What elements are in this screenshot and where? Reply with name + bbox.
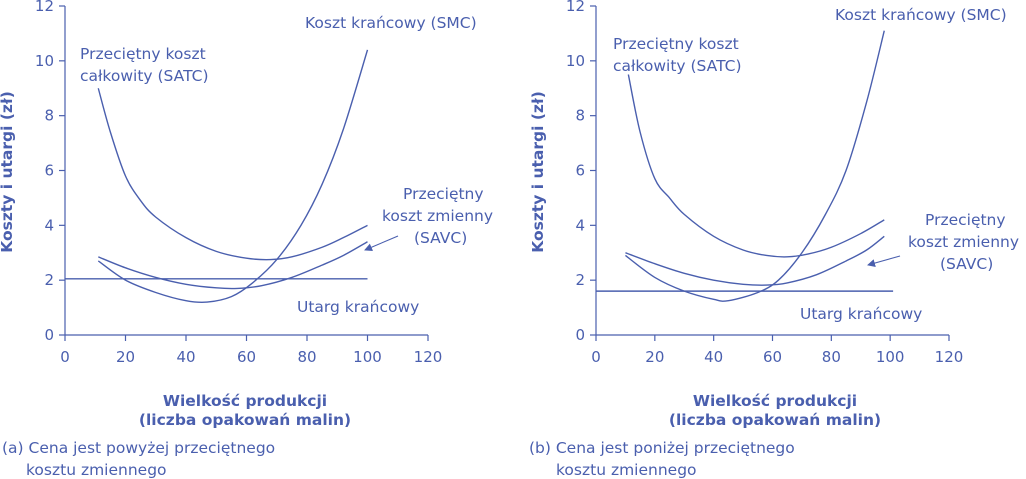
satc-label-line1: Przeciętny koszt	[613, 35, 739, 53]
x-tick-label: 100	[876, 348, 905, 366]
y-tick-label: 6	[575, 162, 585, 180]
x-tick-label: 60	[763, 348, 782, 366]
satc-label-line2: całkowity (SATC)	[80, 67, 209, 85]
satc-label-line2: całkowity (SATC)	[613, 57, 742, 75]
x-tick-label: 80	[822, 348, 841, 366]
x-tick-label: 80	[297, 348, 316, 366]
savc-curve	[98, 242, 367, 289]
x-tick-label: 40	[704, 348, 723, 366]
y-tick-label: 4	[575, 216, 585, 234]
y-tick-label: 4	[44, 216, 54, 234]
x-axis-title-line1: Wielkość produkcji	[693, 392, 857, 410]
x-tick-label: 120	[414, 348, 443, 366]
x-tick-label: 40	[176, 348, 195, 366]
x-axis-title-line2: (liczba opakowań malin)	[669, 411, 881, 429]
marginal-revenue-label: Utarg krańcowy	[800, 305, 922, 323]
savc-label-line3: (SAVC)	[940, 255, 993, 273]
savc-label-line3: (SAVC)	[414, 229, 467, 247]
smc-label: Koszt krańcowy (SMC)	[305, 14, 477, 32]
savc-curve	[625, 236, 884, 285]
y-tick-label: 12	[35, 0, 54, 15]
curves	[65, 50, 368, 303]
marginal-revenue-label: Utarg krańcowy	[297, 298, 419, 316]
caption-line2: kosztu zmiennego	[26, 461, 167, 479]
y-axis-title: Koszty i utargi (zł)	[529, 91, 547, 253]
savc-label-line1: Przeciętny	[403, 185, 484, 203]
y-tick-label: 10	[566, 52, 585, 70]
y-tick-label: 0	[575, 326, 585, 344]
y-tick-label: 12	[566, 0, 585, 15]
savc-arrow	[365, 236, 398, 250]
x-axis-title-line2: (liczba opakowań malin)	[139, 411, 351, 429]
satc-label-line1: Przeciętny koszt	[80, 45, 206, 63]
x-tick-label: 60	[237, 348, 256, 366]
y-tick-label: 6	[44, 162, 54, 180]
savc-arrow	[868, 256, 900, 265]
caption-line2: kosztu zmiennego	[556, 461, 697, 479]
caption-line1: (b) Cena jest poniżej przeciętnego	[529, 439, 795, 457]
satc-curve	[628, 75, 884, 257]
caption-line1: (a) Cena jest powyżej przeciętnego	[2, 439, 275, 457]
x-tick-label: 120	[935, 348, 964, 366]
x-tick-label: 100	[353, 348, 382, 366]
smc-curve	[98, 50, 367, 303]
smc-label: Koszt krańcowy (SMC)	[835, 6, 1007, 24]
y-tick-label: 10	[35, 52, 54, 70]
savc-label-line2: koszt zmienny	[382, 207, 493, 225]
y-tick-label: 0	[44, 326, 54, 344]
x-tick-label: 20	[645, 348, 664, 366]
y-tick-label: 8	[44, 107, 54, 125]
x-tick-label: 20	[116, 348, 135, 366]
y-tick-label: 2	[575, 271, 585, 289]
x-tick-label: 0	[591, 348, 601, 366]
savc-label-line1: Przeciętny	[925, 211, 1006, 229]
x-tick-label: 0	[60, 348, 70, 366]
savc-label-line2: koszt zmienny	[908, 233, 1019, 251]
y-tick-label: 8	[575, 107, 585, 125]
y-tick-label: 2	[44, 271, 54, 289]
x-axis-title-line1: Wielkość produkcji	[163, 392, 327, 410]
y-axis-title: Koszty i utargi (zł)	[0, 91, 16, 253]
